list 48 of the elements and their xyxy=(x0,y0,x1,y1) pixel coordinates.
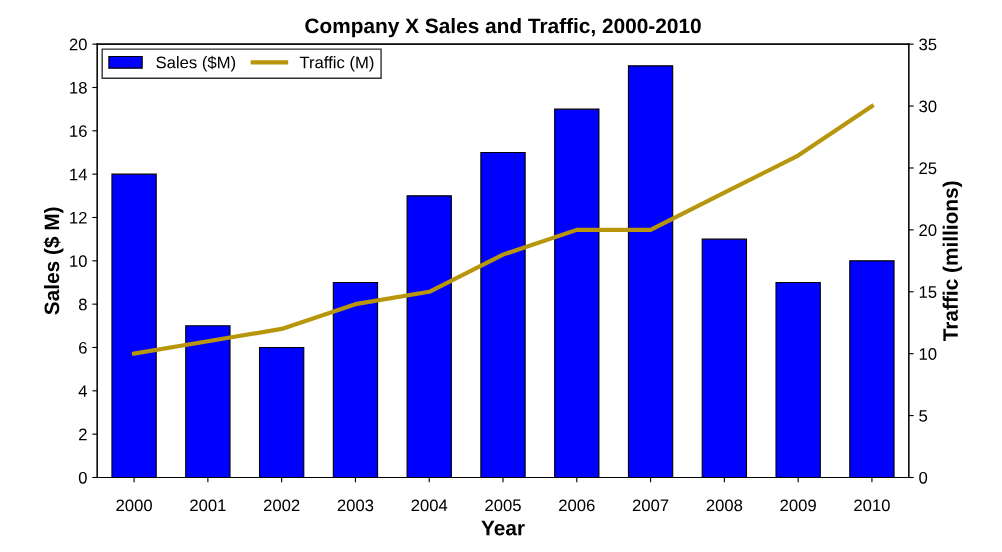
x-tick-label: 2005 xyxy=(485,499,521,512)
y2-tick-label: 30 xyxy=(919,100,937,113)
bar xyxy=(406,195,452,478)
bar xyxy=(701,238,748,478)
y2-axis-title: Traffic (millions) xyxy=(942,181,963,342)
y-tick-label: 2 xyxy=(79,428,87,441)
x-tick-label: 2003 xyxy=(337,499,374,512)
y2-tick-label: 35 xyxy=(919,38,937,51)
bar xyxy=(627,65,674,478)
y-tick-label: 4 xyxy=(78,385,87,397)
line-series xyxy=(132,103,875,356)
legend-label: Sales ($M) xyxy=(156,55,236,72)
x-tick-label: 2000 xyxy=(116,499,152,512)
y-tick-label: 0 xyxy=(78,471,87,484)
y-tick-label: 10 xyxy=(70,255,87,268)
bar xyxy=(480,151,526,478)
x-tick-label: 2008 xyxy=(706,499,743,512)
y-tick-label: 20 xyxy=(69,38,87,51)
x-tick-label: 2004 xyxy=(411,499,448,512)
bar xyxy=(185,325,231,478)
bar xyxy=(775,281,821,478)
y2-tick-label: 5 xyxy=(919,410,928,422)
y2-tick-label: 25 xyxy=(919,162,937,175)
bar xyxy=(849,260,895,478)
x-tick-label: 2007 xyxy=(632,499,669,512)
bar xyxy=(258,346,305,478)
x-tick-label: 2010 xyxy=(854,499,890,512)
bar xyxy=(111,173,157,478)
x-tick-label: 2009 xyxy=(780,499,816,512)
x-tick-label: 2006 xyxy=(559,499,595,512)
y2-tick-label: 15 xyxy=(919,286,937,298)
legend-label: Traffic (M) xyxy=(299,56,374,72)
y-tick-label: 14 xyxy=(70,168,87,181)
bar xyxy=(554,108,600,478)
x-tick-label: 2001 xyxy=(190,499,226,512)
y2-tick-label: 0 xyxy=(919,471,928,484)
y-tick-label: 8 xyxy=(78,298,87,311)
x-tick-label: 2002 xyxy=(263,499,300,512)
y2-tick-label: 20 xyxy=(919,224,937,237)
chart-title: Company X Sales and Traffic, 2000-2010 xyxy=(305,17,701,38)
y-tick-label: 16 xyxy=(70,125,87,138)
y-tick-label: 6 xyxy=(79,341,87,354)
y-tick-label: 18 xyxy=(70,81,87,94)
y2-tick-label: 10 xyxy=(919,348,937,360)
y-tick-label: 12 xyxy=(70,211,87,224)
y-axis-title: Sales ($ M) xyxy=(43,207,64,315)
x-axis-title: Year xyxy=(481,520,525,536)
bar xyxy=(332,281,379,478)
